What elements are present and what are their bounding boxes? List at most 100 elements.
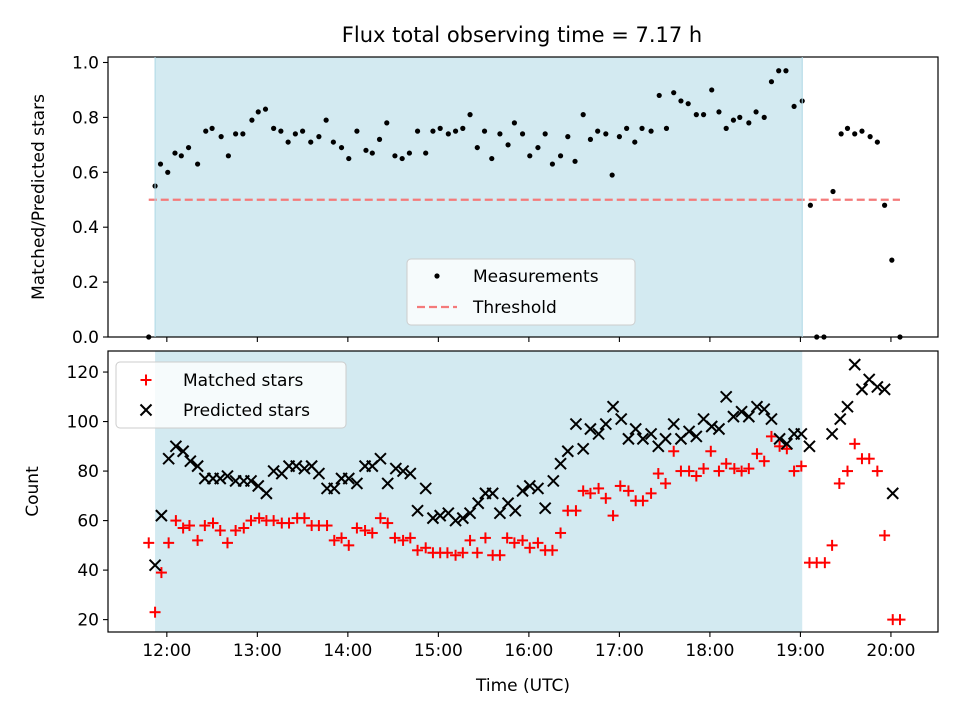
cross-b — [523, 479, 536, 493]
predicted-star-point — [433, 509, 447, 522]
predicted-star-point — [486, 487, 499, 500]
y-tick-label: 80 — [77, 462, 99, 482]
predicted-star-point — [795, 427, 808, 441]
predicted-star-point — [449, 514, 462, 527]
measurement-point — [671, 90, 677, 96]
measurement-point — [369, 150, 375, 156]
predicted-star-point — [584, 422, 597, 436]
measurement-point — [603, 131, 609, 137]
cross-b — [404, 467, 417, 480]
measurement-point — [445, 131, 451, 137]
measurement-point — [233, 131, 239, 137]
legend-cross — [139, 403, 153, 417]
x-tick-label: 17:00 — [595, 641, 644, 661]
predicted-star-point — [260, 487, 273, 500]
bottom-y-ticks: 20 40 60 80 100 120 — [67, 363, 108, 631]
measurement-point — [467, 112, 473, 118]
measurement-point — [262, 106, 269, 112]
predicted-star-point — [456, 511, 470, 525]
predicted-star-point — [342, 472, 355, 485]
measurement-point — [753, 109, 759, 115]
measurement-point — [768, 79, 775, 85]
measurement-point — [437, 125, 443, 131]
measurement-point — [881, 202, 888, 208]
matched-star-point — [751, 448, 763, 460]
predicted-star-point — [848, 358, 861, 371]
cross-b — [191, 459, 204, 473]
matched-star-point — [457, 547, 469, 559]
predicted-star-point — [426, 511, 440, 525]
matched-star-point — [412, 544, 424, 556]
matched-star-point — [192, 534, 204, 546]
cross-b — [214, 472, 227, 485]
measurement-point — [632, 139, 638, 145]
predicted-star-point — [682, 425, 696, 438]
cross-b — [547, 474, 560, 488]
cross-b — [834, 412, 847, 426]
measurement-point — [240, 131, 246, 137]
measurement-point — [783, 68, 789, 74]
cross-b — [561, 445, 575, 458]
measurement-point — [609, 172, 615, 178]
x-tick-label: 16:00 — [504, 641, 553, 661]
predicted-star-point — [328, 482, 341, 495]
matched-star-point — [143, 537, 155, 549]
cross-b — [592, 427, 605, 441]
matched-star-point — [441, 547, 453, 559]
matched-star-point — [826, 539, 838, 551]
bottom-axes-frame — [107, 350, 939, 633]
measurement-point — [648, 128, 654, 134]
bottom-panel: 20 40 60 80 100 120 12:00 13:00 14:00 15:00 16:00… — [23, 350, 939, 696]
cross-b — [538, 502, 552, 515]
predicted-star-point — [727, 410, 740, 423]
measurement-point — [323, 117, 329, 123]
measurement-point — [423, 150, 429, 156]
measurement-point — [527, 153, 533, 159]
matched-star-point — [788, 465, 800, 477]
measurement-point — [723, 125, 729, 131]
top-panel: 0.0 0.2 0.4 0.6 0.8 1.0 Matched/Predicted sta… — [29, 53, 939, 348]
measurement-point — [300, 128, 306, 134]
cross-b — [493, 506, 507, 520]
predicted-star-point — [690, 430, 703, 443]
measurement-point — [505, 142, 511, 148]
measurement-point — [852, 131, 858, 137]
matched-star-point — [382, 517, 394, 529]
measurement-point — [700, 112, 707, 118]
measurement-point — [737, 114, 743, 120]
chart-title: Flux total observing time = 7.17 h — [342, 23, 702, 47]
matched-star-point — [819, 557, 831, 569]
measurement-point — [255, 109, 261, 115]
cross-b — [606, 400, 620, 413]
cross-b — [328, 482, 341, 495]
measurement-point — [376, 136, 383, 142]
cross-b — [516, 484, 529, 498]
matched-star-point — [705, 445, 717, 457]
matched-star-point — [517, 534, 529, 546]
predicted-stars-points — [148, 358, 899, 572]
predicted-star-point — [750, 400, 764, 413]
predicted-star-point — [155, 509, 168, 522]
cross-b — [433, 509, 447, 522]
measurement-point — [656, 92, 662, 99]
cross-b — [871, 380, 884, 394]
predicted-star-point — [780, 437, 794, 451]
measurement-point — [889, 257, 895, 263]
cross-b — [855, 383, 869, 396]
measurement-point — [557, 153, 564, 159]
matched-star-point — [652, 468, 664, 480]
cross-b — [260, 487, 273, 500]
cross-b — [419, 482, 432, 495]
matched-star-point — [155, 567, 167, 579]
matched-star-point — [871, 465, 883, 477]
cross-b — [697, 412, 710, 426]
matched-star-point — [660, 477, 672, 489]
cross-b — [456, 511, 470, 525]
predicted-star-point — [411, 504, 424, 517]
predicted-star-point — [162, 452, 175, 465]
cross-b — [705, 420, 718, 433]
cross-b — [765, 412, 778, 426]
cross-b — [148, 558, 162, 572]
cross-b — [773, 432, 786, 446]
matched-star-point — [698, 463, 710, 475]
